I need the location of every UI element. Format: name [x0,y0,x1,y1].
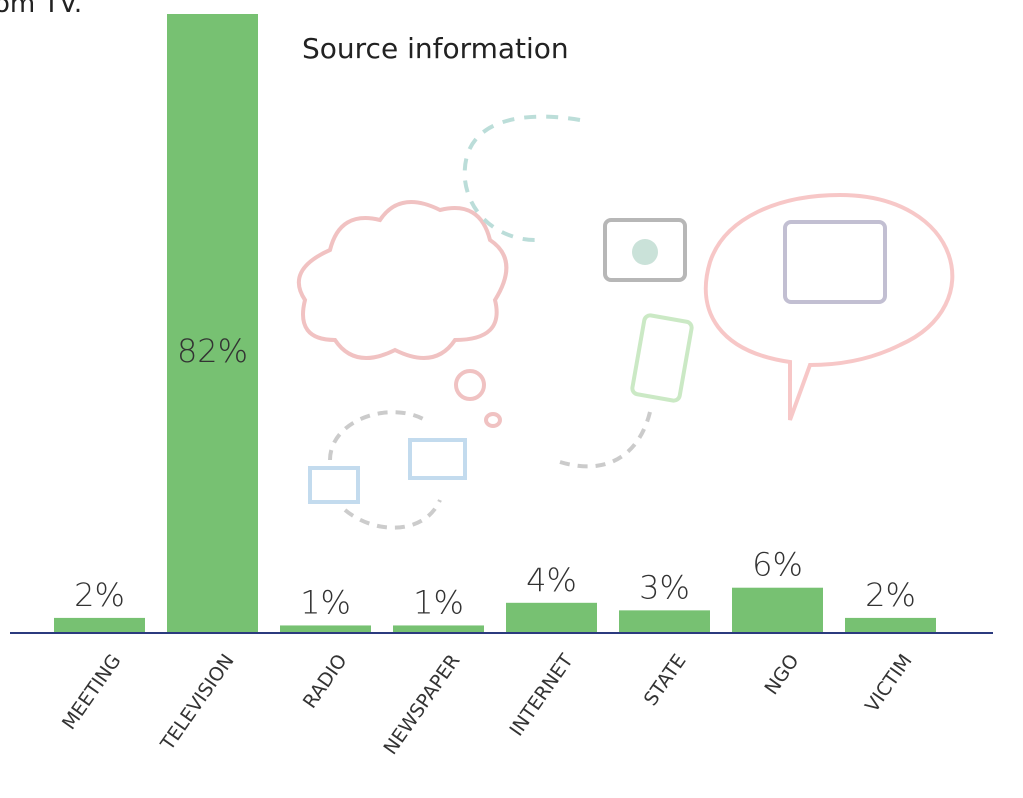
bar [845,617,936,633]
value-label: 4% [526,561,577,599]
value-label: 1% [300,583,351,621]
value-label: 6% [752,546,803,584]
bar [619,610,710,633]
bar [506,602,597,633]
x-tick-label: NEWSPAPER [379,650,464,758]
chart-title: Source information [302,32,569,65]
bar [54,617,145,633]
value-label: 2% [74,576,125,614]
bar [167,14,258,633]
x-tick-label: TELEVISION [156,650,239,755]
decoration [296,114,955,530]
x-tick-label: MEETING [58,650,126,734]
bar [393,625,484,633]
value-label: 1% [413,583,464,621]
value-label: 3% [639,568,690,606]
value-label: 82% [177,332,248,370]
annotation: om TV. [0,0,82,19]
bar [280,625,371,633]
x-tick-label: VICTIM [861,650,917,716]
x-tick-label: NGO [760,650,803,699]
bar [732,587,823,633]
x-tick-label: STATE [640,650,691,710]
x-tick-label: RADIO [299,650,352,712]
x-tick-label: INTERNET [505,650,577,740]
value-label: 2% [865,576,916,614]
